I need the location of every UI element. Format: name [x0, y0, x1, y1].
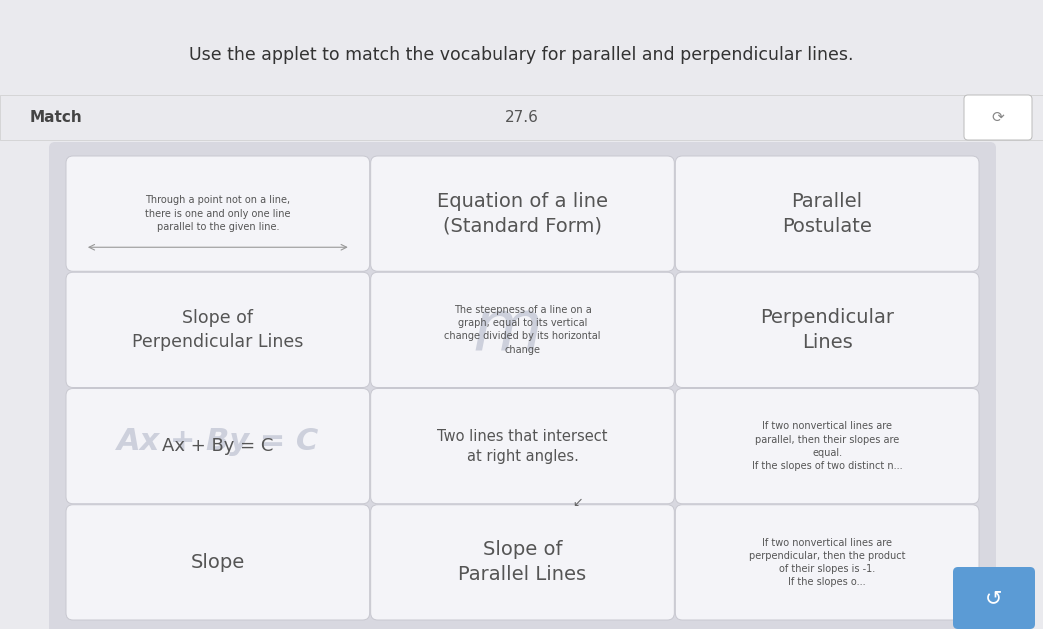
FancyBboxPatch shape [0, 95, 1043, 140]
Text: Ax + By = C: Ax + By = C [117, 426, 319, 455]
FancyBboxPatch shape [964, 95, 1032, 140]
Text: Two lines that intersect
at right angles.: Two lines that intersect at right angles… [437, 429, 608, 464]
FancyBboxPatch shape [66, 504, 369, 620]
Text: m: m [472, 296, 542, 364]
Text: 27.6: 27.6 [505, 110, 538, 125]
FancyBboxPatch shape [675, 156, 979, 271]
FancyBboxPatch shape [66, 389, 369, 504]
FancyBboxPatch shape [370, 272, 675, 387]
Text: Through a point not on a line,
there is one and only one line
parallel to the gi: Through a point not on a line, there is … [145, 196, 291, 232]
Text: If two nonvertical lines are
parallel, then their slopes are
equal.
If the slope: If two nonvertical lines are parallel, t… [752, 421, 902, 471]
Text: Slope of
Perpendicular Lines: Slope of Perpendicular Lines [132, 309, 304, 351]
FancyBboxPatch shape [370, 504, 675, 620]
FancyBboxPatch shape [675, 504, 979, 620]
Text: Match: Match [30, 110, 82, 125]
Text: Use the applet to match the vocabulary for parallel and perpendicular lines.: Use the applet to match the vocabulary f… [189, 46, 854, 64]
FancyBboxPatch shape [66, 156, 369, 271]
FancyBboxPatch shape [370, 389, 675, 504]
Text: ↺: ↺ [986, 588, 1002, 608]
FancyBboxPatch shape [953, 567, 1035, 629]
Text: ↙: ↙ [573, 496, 583, 509]
Text: Ax + By = C: Ax + By = C [162, 437, 273, 455]
FancyBboxPatch shape [675, 272, 979, 387]
Text: Slope: Slope [191, 553, 245, 572]
Text: ⟳: ⟳ [992, 110, 1004, 125]
Text: Parallel
Postulate: Parallel Postulate [782, 192, 872, 236]
Text: Perpendicular
Lines: Perpendicular Lines [760, 308, 894, 352]
FancyBboxPatch shape [370, 156, 675, 271]
Text: Equation of a line
(Standard Form): Equation of a line (Standard Form) [437, 192, 608, 236]
Text: The steepness of a line on a
graph, equal to its vertical
change divided by its : The steepness of a line on a graph, equa… [444, 305, 601, 355]
Text: If two nonvertical lines are
perpendicular, then the product
of their slopes is : If two nonvertical lines are perpendicul… [749, 538, 905, 587]
FancyBboxPatch shape [675, 389, 979, 504]
FancyBboxPatch shape [66, 272, 369, 387]
FancyBboxPatch shape [49, 142, 996, 629]
Text: Slope of
Parallel Lines: Slope of Parallel Lines [459, 540, 586, 584]
